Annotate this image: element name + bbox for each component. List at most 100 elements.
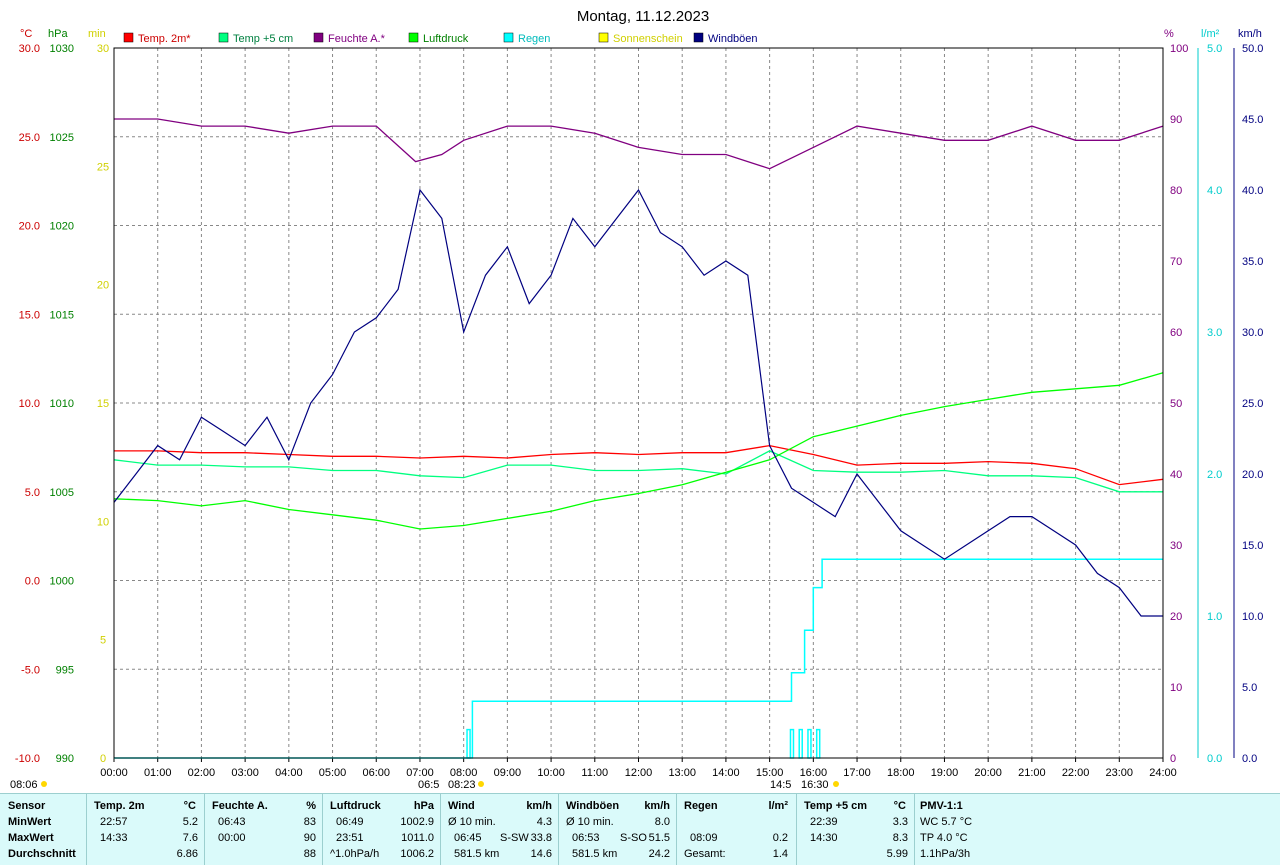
wind-avg-label: 581.5 km (454, 848, 500, 860)
humidity-tick-label: 90 (1170, 114, 1182, 126)
regen-avg-val: 1.4 (772, 848, 788, 860)
series-layer (113, 118, 1164, 759)
x-tick-label: 14:00 (712, 767, 740, 779)
wind-tick-label: 35.0 (1242, 256, 1263, 268)
weather-chart: Montag, 11.12.2023 Temp. 2m* Temp +5 cm Fe… (10, 8, 1263, 791)
x-tick-label: 02:00 (188, 767, 216, 779)
feuchte-header: Feuchte A. (212, 800, 268, 812)
wind-tick-label: 50.0 (1242, 43, 1263, 55)
regen-unit: l/m² (768, 800, 788, 812)
feuchte-unit: % (306, 800, 316, 812)
pressure-tick-label: 1005 (50, 487, 74, 499)
stats-feuchte-col: Feuchte A. % 06:43 83 00:00 90 88 (204, 794, 323, 865)
rain-bar (466, 728, 471, 759)
humidity-tick-label: 40 (1170, 469, 1182, 481)
x-tick-label: 10:00 (537, 767, 565, 779)
wind-max-time: 06:45 (454, 832, 482, 844)
humidity-tick-label: 0 (1170, 753, 1176, 765)
plot-frame (113, 47, 1164, 759)
x-tick-label: 24:00 (1149, 767, 1177, 779)
pressure-tick-label: 990 (56, 753, 74, 765)
humidity-tick-label: 20 (1170, 611, 1182, 623)
wind-max-dir: S-SW (500, 832, 529, 844)
temp2m-avg-val: 6.86 (176, 848, 198, 860)
regen-avg-label: Gesamt: (684, 848, 726, 860)
series-line-luftdruck (113, 372, 1164, 530)
windboeen-avg-val: 24.2 (648, 848, 670, 860)
regen-header: Regen (684, 800, 718, 812)
x-tick-label: 22:00 (1062, 767, 1090, 779)
x-tick-label: 17:00 (843, 767, 871, 779)
temp2m-max-time: 14:33 (100, 832, 128, 844)
rain-tick-label: 0.0 (1207, 753, 1222, 765)
wind-header: Wind (448, 800, 475, 812)
windboeen-header: Windböen (566, 800, 620, 812)
regen-max-time: 08:09 (690, 832, 718, 844)
wind-tick-label: 30.0 (1242, 327, 1263, 339)
humidity-tick-label: 80 (1170, 185, 1182, 197)
x-tick-label: 05:00 (319, 767, 347, 779)
rain-tick-label: 1.0 (1207, 611, 1222, 623)
legend: Temp. 2m* Temp +5 cm Feuchte A.* Luftdruck R… (123, 32, 758, 45)
feuchte-avg-val: 88 (303, 848, 316, 860)
rain-tick-label: 4.0 (1207, 185, 1222, 197)
legend-label: Temp +5 cm (233, 33, 293, 45)
chart-title: Montag, 11.12.2023 (577, 8, 709, 25)
pressure-tick-label: 1010 (50, 398, 74, 410)
regen-max-val: 0.2 (772, 832, 788, 844)
sun-tick-label: 10 (97, 516, 109, 528)
stats-max-label: MaxWert (8, 832, 54, 844)
wind-tick-label: 15.0 (1242, 540, 1263, 552)
sun-axis-unit: min (88, 28, 106, 40)
rain-tick-label: 3.0 (1207, 327, 1222, 339)
humidity-tick-label: 50 (1170, 398, 1182, 410)
luftdruck-min-val: 1002.9 (400, 816, 434, 828)
temp-tick-label: -5.0 (21, 664, 40, 676)
windboeen-avg-label: 581.5 km (572, 848, 618, 860)
x-axis-ticks: 00:00 01:00 02:00 03:00 04:00 05:00 06:00 07:00… (100, 758, 1177, 779)
x-tick-label: 04:00 (275, 767, 303, 779)
wind-tick-label: 40.0 (1242, 185, 1263, 197)
x-tick-label: 01:00 (144, 767, 172, 779)
stats-avg-label: Durchschnitt (8, 848, 76, 860)
pressure-tick-label: 1025 (50, 132, 74, 144)
temp5cm-max-val: 8.3 (892, 832, 908, 844)
rain-bar (807, 728, 812, 759)
wind-min-label: Ø 10 min. (448, 816, 496, 828)
stats-min-label: MinWert (8, 816, 52, 828)
pmv-row1: WC 5.7 °C (920, 816, 973, 828)
stats-temp5cm-col: Temp +5 cm °C 22:39 3.3 14:30 8.3 5.99 (796, 794, 915, 865)
stats-luftdruck-col: Luftdruck hPa 06:49 1002.9 23:51 1011.0 … (322, 794, 441, 865)
legend-label: Temp. 2m* (138, 33, 191, 45)
x-tick-label: 20:00 (974, 767, 1002, 779)
stats-temp2m-col: Temp. 2m °C 22:57 5.2 14:33 7.6 6.86 (86, 794, 205, 865)
temp-tick-label: 30.0 (19, 43, 40, 55)
luftdruck-avg-val: 1006.2 (400, 848, 434, 860)
temp2m-header: Temp. 2m (94, 800, 145, 812)
sun-left-label: 08:06 (10, 779, 38, 791)
x-tick-label: 18:00 (887, 767, 915, 779)
humidity-tick-label: 10 (1170, 682, 1182, 694)
x-tick-label: 15:00 (756, 767, 784, 779)
axis-units: °C hPa min % l/m² km/h (20, 28, 1262, 40)
sun-markers: 08:06 06:5 08:23 14:5 16:30 (10, 779, 839, 791)
sunrise-label: 06:5 (418, 779, 439, 791)
series-line-temp-2m- (114, 444, 1164, 486)
luftdruck-max-time: 23:51 (336, 832, 364, 844)
legend-label: Regen (518, 33, 550, 45)
sun-tick-label: 20 (97, 280, 109, 292)
luftdruck-max-val: 1011.0 (401, 832, 434, 844)
luftdruck-avg-label: ^1.0hPa/h (330, 848, 380, 860)
luftdruck-header: Luftdruck (330, 800, 381, 812)
wind-tick-label: 25.0 (1242, 398, 1263, 410)
stats-panel: Sensor MinWert MaxWert Durchschnitt Temp… (0, 793, 1280, 865)
stats-regen-col: Regen l/m² 08:09 0.2 Gesamt: 1.4 (676, 794, 797, 865)
sun-tick-label: 30 (97, 43, 109, 55)
legend-label: Windböen (708, 33, 758, 45)
temp-tick-label: -10.0 (15, 753, 40, 765)
wind-avg-val: 14.6 (530, 848, 552, 860)
pressure-tick-label: 1020 (50, 221, 74, 233)
rain-bar (798, 728, 803, 759)
windboeen-max-dir: S-SO (620, 832, 647, 844)
windboeen-unit: km/h (644, 800, 670, 812)
